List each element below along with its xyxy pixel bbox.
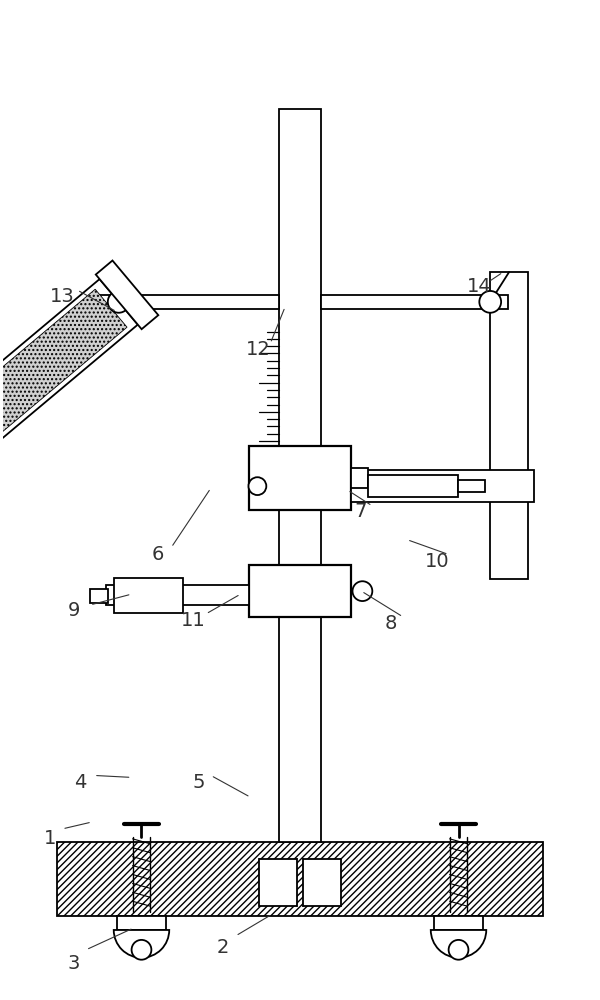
Bar [350,468,368,488]
Text: 1: 1 [44,829,56,848]
Bar [106,585,250,605]
Wedge shape [114,930,169,958]
Text: 2: 2 [217,938,229,957]
Bar [321,295,508,309]
Bar [97,295,279,309]
Circle shape [479,291,501,313]
Text: 5: 5 [193,773,205,792]
Text: 14: 14 [467,277,491,296]
Bar [303,859,341,906]
Bar [458,480,485,492]
Polygon shape [96,261,158,329]
Text: 8: 8 [385,614,397,633]
Text: 12: 12 [246,340,271,359]
Wedge shape [431,930,486,958]
Bar [434,916,483,930]
Circle shape [449,940,469,960]
Bar [114,578,183,613]
Bar [90,589,108,603]
Text: 13: 13 [50,287,74,306]
Bar [117,916,166,930]
Text: 7: 7 [354,502,367,521]
Circle shape [248,477,266,495]
Bar [490,272,528,579]
Text: 4: 4 [74,773,86,792]
Circle shape [108,291,130,313]
Bar [250,446,350,510]
Bar [259,859,297,906]
Text: 11: 11 [181,611,205,630]
Polygon shape [0,289,127,537]
Text: 6: 6 [151,545,164,564]
Text: 3: 3 [68,954,80,973]
Bar [57,842,543,916]
Bar [279,109,321,842]
Bar [368,475,458,497]
Circle shape [353,581,373,601]
Bar [350,470,534,502]
Text: 10: 10 [424,552,449,571]
Bar [250,565,350,617]
Circle shape [131,940,151,960]
Text: 9: 9 [68,601,80,620]
Polygon shape [0,279,138,548]
